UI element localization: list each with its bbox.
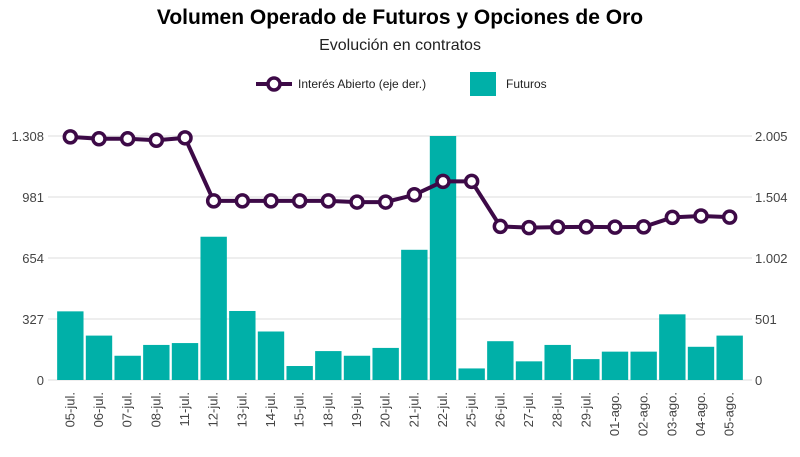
bar — [143, 344, 170, 380]
x-tick-label: 25-jul. — [464, 392, 479, 427]
line-point — [377, 194, 394, 210]
line-point — [148, 132, 165, 149]
bar — [401, 249, 428, 380]
y-right-tick-label: 501 — [755, 312, 777, 327]
line-point — [349, 194, 365, 210]
bar — [229, 310, 256, 380]
line-point — [721, 209, 738, 225]
line-point — [492, 218, 509, 235]
line-point — [291, 193, 308, 209]
open-interest-line-path — [70, 134, 730, 230]
line-point — [549, 219, 566, 235]
bar — [286, 366, 313, 380]
x-tick-label: 21-jul. — [406, 392, 421, 427]
legend-label-line: Interés Abierto (eje der.) — [298, 77, 426, 91]
y-left-tick-label: 327 — [22, 312, 44, 327]
line-point — [607, 219, 623, 235]
bar — [458, 368, 485, 380]
legend-label-bar: Futuros — [506, 77, 547, 91]
y-right-tick-label: 0 — [755, 373, 762, 388]
legend: Interés Abierto (eje der.) Futuros — [256, 72, 547, 96]
bar — [57, 311, 84, 380]
line-point — [521, 219, 537, 236]
bar — [85, 335, 113, 380]
x-tick-label: 15-jul. — [292, 392, 307, 427]
x-tick-label: 14-jul. — [263, 392, 278, 427]
line-point — [62, 129, 79, 145]
bar — [171, 343, 199, 380]
y-right-tick-label: 2.005 — [755, 129, 788, 144]
line-point — [463, 173, 480, 190]
bar — [687, 346, 715, 380]
x-tick-label: 29-jul. — [578, 392, 593, 427]
x-tick-label: 07-jul. — [120, 392, 135, 427]
bar — [716, 335, 743, 380]
x-tick-label: 12-jul. — [206, 392, 221, 427]
x-tick-label: 18-jul. — [320, 392, 335, 427]
bar — [544, 344, 571, 380]
open-interest-line — [62, 129, 738, 236]
x-tick-label: 22-jul. — [435, 392, 450, 427]
line-point — [91, 131, 107, 147]
line-point — [320, 193, 337, 209]
line-point — [693, 208, 709, 224]
x-tick-label: 02-ago. — [636, 392, 651, 436]
x-axis: 05-jul. 06-jul. 07-jul. 08-jul. 11-jul. 12-ju… — [62, 392, 736, 436]
bar — [515, 361, 543, 380]
legend-line-marker — [266, 76, 282, 92]
y-left-tick-label: 1.308 — [11, 129, 44, 144]
y-axis-left: 0 327 654 981 1.308 — [11, 129, 44, 388]
line-point — [119, 131, 136, 147]
bar — [429, 136, 457, 380]
line-point — [664, 209, 681, 226]
y-left-tick-label: 0 — [37, 373, 44, 388]
bar — [257, 331, 285, 380]
line-point — [406, 187, 423, 203]
line-point — [177, 130, 193, 146]
x-tick-label: 27-jul. — [521, 392, 536, 427]
line-point — [635, 219, 652, 235]
x-tick-label: 04-ago. — [693, 392, 708, 436]
bar — [315, 351, 342, 380]
grid — [48, 135, 752, 381]
x-tick-label: 05-jul. — [62, 392, 77, 427]
line-point — [435, 173, 451, 190]
bar — [114, 355, 141, 380]
y-right-tick-label: 1.504 — [755, 190, 788, 205]
x-tick-label: 26-jul. — [492, 392, 507, 427]
bar — [601, 351, 629, 380]
x-tick-label: 08-jul. — [148, 392, 163, 427]
legend-bar-swatch — [470, 72, 496, 96]
legend-item-bar: Futuros — [470, 72, 547, 96]
line-point — [578, 219, 595, 235]
bar — [372, 347, 399, 380]
chart-title: Volumen Operado de Futuros y Opciones de… — [157, 6, 643, 29]
bar — [200, 236, 227, 380]
y-left-tick-label: 981 — [22, 190, 44, 205]
x-tick-label: 28-jul. — [550, 392, 565, 427]
x-tick-label: 11-jul. — [177, 392, 192, 426]
x-tick-label: 19-jul. — [349, 392, 364, 427]
y-right-tick-label: 1.002 — [755, 251, 788, 266]
bar — [659, 314, 686, 380]
bar — [573, 359, 600, 380]
chart-subtitle: Evolución en contratos — [319, 37, 481, 54]
bar — [630, 351, 657, 380]
y-axis-right: 0 501 1.002 1.504 2.005 — [755, 129, 788, 388]
x-tick-label: 06-jul. — [91, 392, 106, 427]
bar — [343, 355, 371, 380]
legend-item-line: Interés Abierto (eje der.) — [256, 76, 426, 92]
line-point — [263, 193, 279, 209]
line-point — [234, 193, 251, 209]
bar — [487, 341, 514, 380]
x-tick-label: 13-jul. — [234, 392, 249, 427]
line-point — [205, 193, 222, 209]
x-tick-label: 05-ago. — [722, 392, 737, 436]
x-tick-label: 20-jul. — [378, 392, 393, 427]
x-tick-label: 03-ago. — [664, 392, 679, 436]
x-tick-label: 01-ago. — [607, 392, 622, 436]
y-left-tick-label: 654 — [22, 251, 44, 266]
